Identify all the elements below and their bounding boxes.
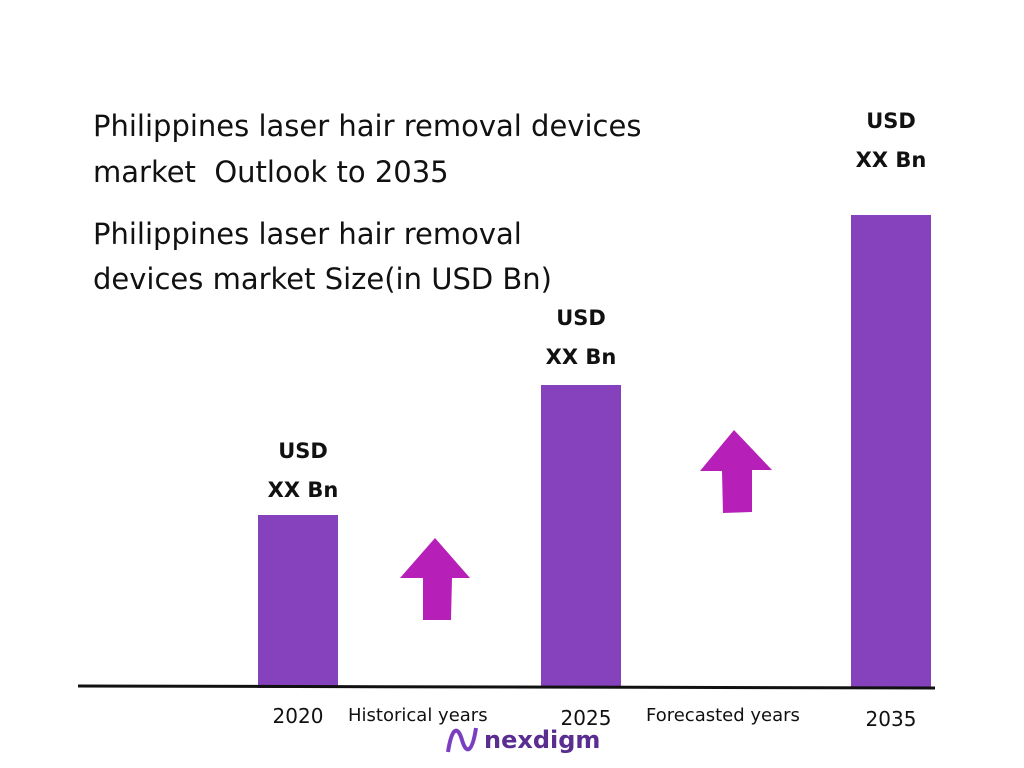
period-note: Forecasted years [646, 705, 800, 726]
value-label: USD [556, 306, 606, 330]
value-label: XX Bn [855, 148, 927, 172]
subtitle-line: Philippines laser hair removal [93, 217, 522, 251]
logo-mark [446, 727, 478, 753]
value-label: USD [866, 109, 916, 133]
period-note: Historical years [348, 705, 488, 726]
x-label: 2025 [560, 706, 612, 730]
bar [851, 215, 931, 688]
bar [258, 515, 338, 688]
value-label: USD [278, 439, 328, 463]
x-label: 2035 [865, 707, 917, 731]
logo-text: nexdigm [484, 726, 601, 754]
subtitle-line: devices market Size(in USD Bn) [93, 262, 552, 296]
value-label: XX Bn [545, 345, 617, 369]
x-label: 2020 [272, 704, 324, 728]
title-line: Philippines laser hair removal devices [93, 109, 642, 143]
baseline [77, 684, 936, 690]
arrow [400, 538, 470, 620]
arrow [700, 430, 772, 513]
bar [541, 385, 621, 688]
value-label: XX Bn [267, 478, 339, 502]
title-line: market Outlook to 2035 [93, 155, 449, 189]
